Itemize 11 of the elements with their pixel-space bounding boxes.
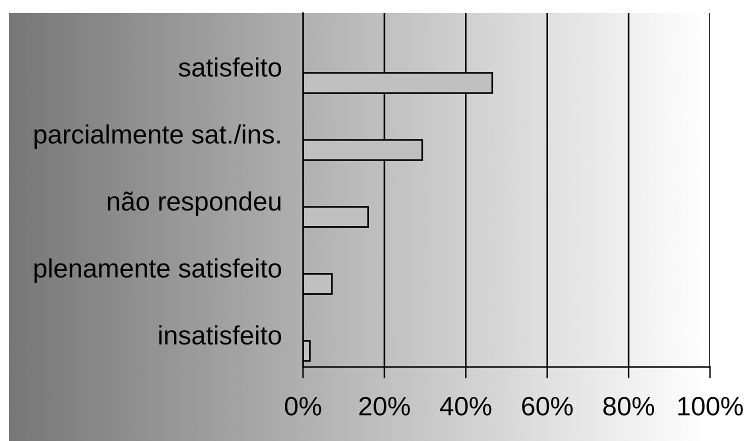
- x-tick-label: 100%: [678, 396, 743, 416]
- y-tick-label: não respondeu: [108, 191, 280, 216]
- y-tick-label: parcialmente sat./ins.: [34, 124, 280, 149]
- x-tick-label: 0%: [284, 396, 322, 416]
- y-tick-label: insatisfeito: [159, 325, 282, 345]
- y-tick-label: plenamente satisfeito: [34, 258, 282, 283]
- x-tick-label: 80%: [603, 396, 654, 416]
- x-tick-label: 20%: [359, 396, 410, 416]
- y-tick-label: satisfeito: [178, 57, 282, 77]
- x-tick-label: 60%: [522, 396, 573, 416]
- x-tick-label: 40%: [440, 396, 492, 416]
